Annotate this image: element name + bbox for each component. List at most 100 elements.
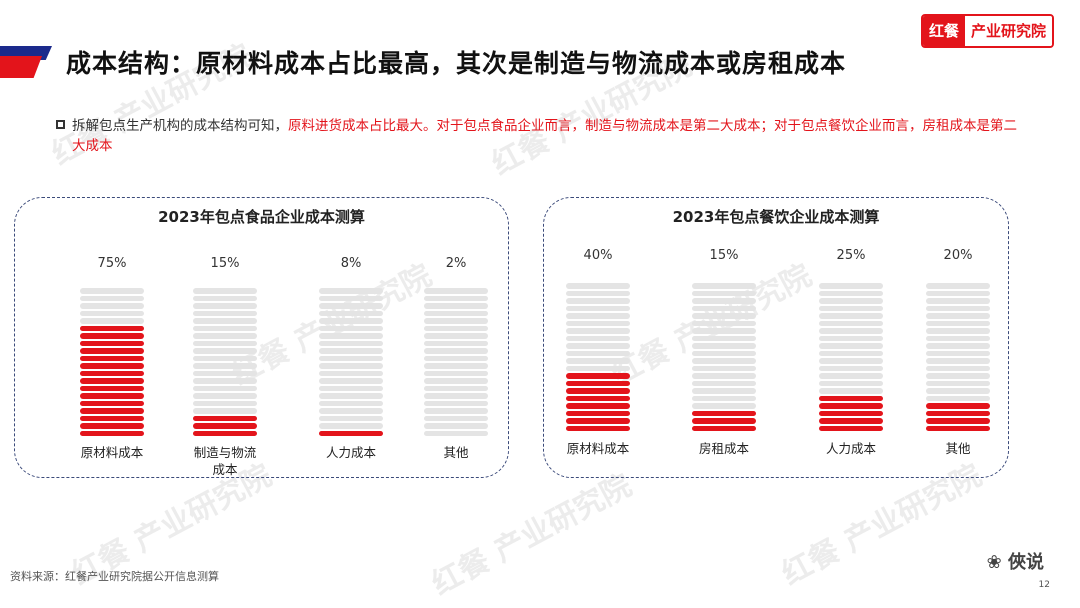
summary-text: 拆解包点生产机构的成本结构可知，原料进货成本占比最大。对于包点食品企业而言，制造… bbox=[56, 116, 1022, 156]
bar-segment bbox=[193, 348, 257, 354]
bar-segment bbox=[80, 370, 144, 376]
bar-segment bbox=[80, 400, 144, 406]
bar-segment bbox=[819, 328, 883, 334]
bar-segment bbox=[193, 325, 257, 331]
bar-segment bbox=[193, 355, 257, 361]
bar-segment bbox=[692, 418, 756, 424]
bar-segment bbox=[80, 303, 144, 309]
logo-sub: 产业研究院 bbox=[964, 16, 1052, 46]
bar-segment bbox=[926, 388, 990, 394]
bar-segment bbox=[566, 418, 630, 424]
bar-segment bbox=[926, 418, 990, 424]
value-label: 15% bbox=[210, 256, 240, 271]
value-label: 75% bbox=[97, 256, 127, 271]
bar-segment bbox=[319, 415, 383, 421]
value-label: 15% bbox=[709, 248, 739, 263]
bar-segment bbox=[926, 320, 990, 326]
bar bbox=[566, 283, 630, 433]
bar-segment bbox=[566, 328, 630, 334]
watermark: 红餐 产业研究院 bbox=[426, 467, 638, 603]
bar-segment bbox=[319, 288, 383, 294]
bar-segment bbox=[424, 310, 488, 316]
bar-segment bbox=[926, 298, 990, 304]
bar bbox=[80, 288, 144, 438]
bar-segment bbox=[566, 298, 630, 304]
bar-segment bbox=[319, 325, 383, 331]
category-label: 原材料成本 bbox=[80, 445, 144, 460]
value-label: 20% bbox=[943, 248, 973, 263]
bar-segment bbox=[566, 358, 630, 364]
bar-segment bbox=[193, 310, 257, 316]
bar-segment bbox=[566, 320, 630, 326]
bar-segment bbox=[80, 385, 144, 391]
summary-part1: 拆解包点生产机构的成本结构可知， bbox=[72, 118, 288, 134]
bar-segment bbox=[566, 388, 630, 394]
bar-segment bbox=[692, 358, 756, 364]
bar-segment bbox=[193, 415, 257, 421]
bar-segment bbox=[819, 283, 883, 289]
bar-segment bbox=[80, 423, 144, 429]
bar-segment bbox=[566, 283, 630, 289]
bar-segment bbox=[566, 410, 630, 416]
bar-segment bbox=[424, 370, 488, 376]
page-number: 12 bbox=[1038, 580, 1050, 590]
category-label: 人力成本 bbox=[325, 445, 376, 460]
chart-title: 2023年包点餐饮企业成本测算 bbox=[672, 208, 880, 226]
bar-segment bbox=[424, 393, 488, 399]
bar-segment bbox=[193, 370, 257, 376]
bar-segment bbox=[80, 340, 144, 346]
bar-segment bbox=[80, 363, 144, 369]
bar-segment bbox=[319, 318, 383, 324]
bar-segment bbox=[319, 400, 383, 406]
bar-segment bbox=[319, 340, 383, 346]
category-label: 其他 bbox=[945, 441, 971, 456]
bar-segment bbox=[926, 305, 990, 311]
bar-segment bbox=[319, 385, 383, 391]
bar-segment bbox=[424, 333, 488, 339]
bar-segment bbox=[193, 385, 257, 391]
bar-segment bbox=[692, 283, 756, 289]
bar-segment bbox=[692, 373, 756, 379]
value-label: 25% bbox=[836, 248, 866, 263]
bar-segment bbox=[424, 400, 488, 406]
bar-segment bbox=[193, 333, 257, 339]
bar-segment bbox=[566, 395, 630, 401]
bar-segment bbox=[424, 295, 488, 301]
bar-segment bbox=[819, 298, 883, 304]
bar-segment bbox=[926, 313, 990, 319]
bar-segment bbox=[424, 348, 488, 354]
bar-segment bbox=[926, 373, 990, 379]
bar-segment bbox=[424, 340, 488, 346]
bar-segment bbox=[926, 403, 990, 409]
bar-segment bbox=[692, 388, 756, 394]
bar-segment bbox=[424, 288, 488, 294]
category-label: 人力成本 bbox=[825, 441, 876, 456]
wechat-icon: ❀ bbox=[986, 552, 1008, 573]
bar-segment bbox=[692, 290, 756, 296]
bar-segment bbox=[819, 373, 883, 379]
bar-segment bbox=[692, 365, 756, 371]
bar-segment bbox=[424, 430, 488, 436]
bar bbox=[193, 288, 257, 438]
bar-segment bbox=[319, 348, 383, 354]
bar-segment bbox=[80, 355, 144, 361]
bar-segment bbox=[193, 408, 257, 414]
bar-segment bbox=[319, 333, 383, 339]
bar-segment bbox=[424, 385, 488, 391]
bar-segment bbox=[692, 395, 756, 401]
chart-panel-food-enterprise: 2023年包点食品企业成本测算 75% 原材料成本 15% 制造与物流 成本 8% 人力成本… bbox=[14, 197, 509, 478]
bar-segment bbox=[566, 373, 630, 379]
bar-segment bbox=[424, 303, 488, 309]
bar-segment bbox=[819, 403, 883, 409]
bar-segment bbox=[80, 348, 144, 354]
category-label: 制造与物流 成本 bbox=[193, 445, 257, 477]
bar-segment bbox=[80, 415, 144, 421]
bar-segment bbox=[193, 363, 257, 369]
bar-segment bbox=[566, 290, 630, 296]
bar-segment bbox=[692, 410, 756, 416]
wechat-label: 俠说 bbox=[1008, 552, 1044, 573]
bar-segment bbox=[193, 423, 257, 429]
bar-segment bbox=[566, 313, 630, 319]
bar-segment bbox=[819, 335, 883, 341]
bar-segment bbox=[319, 355, 383, 361]
